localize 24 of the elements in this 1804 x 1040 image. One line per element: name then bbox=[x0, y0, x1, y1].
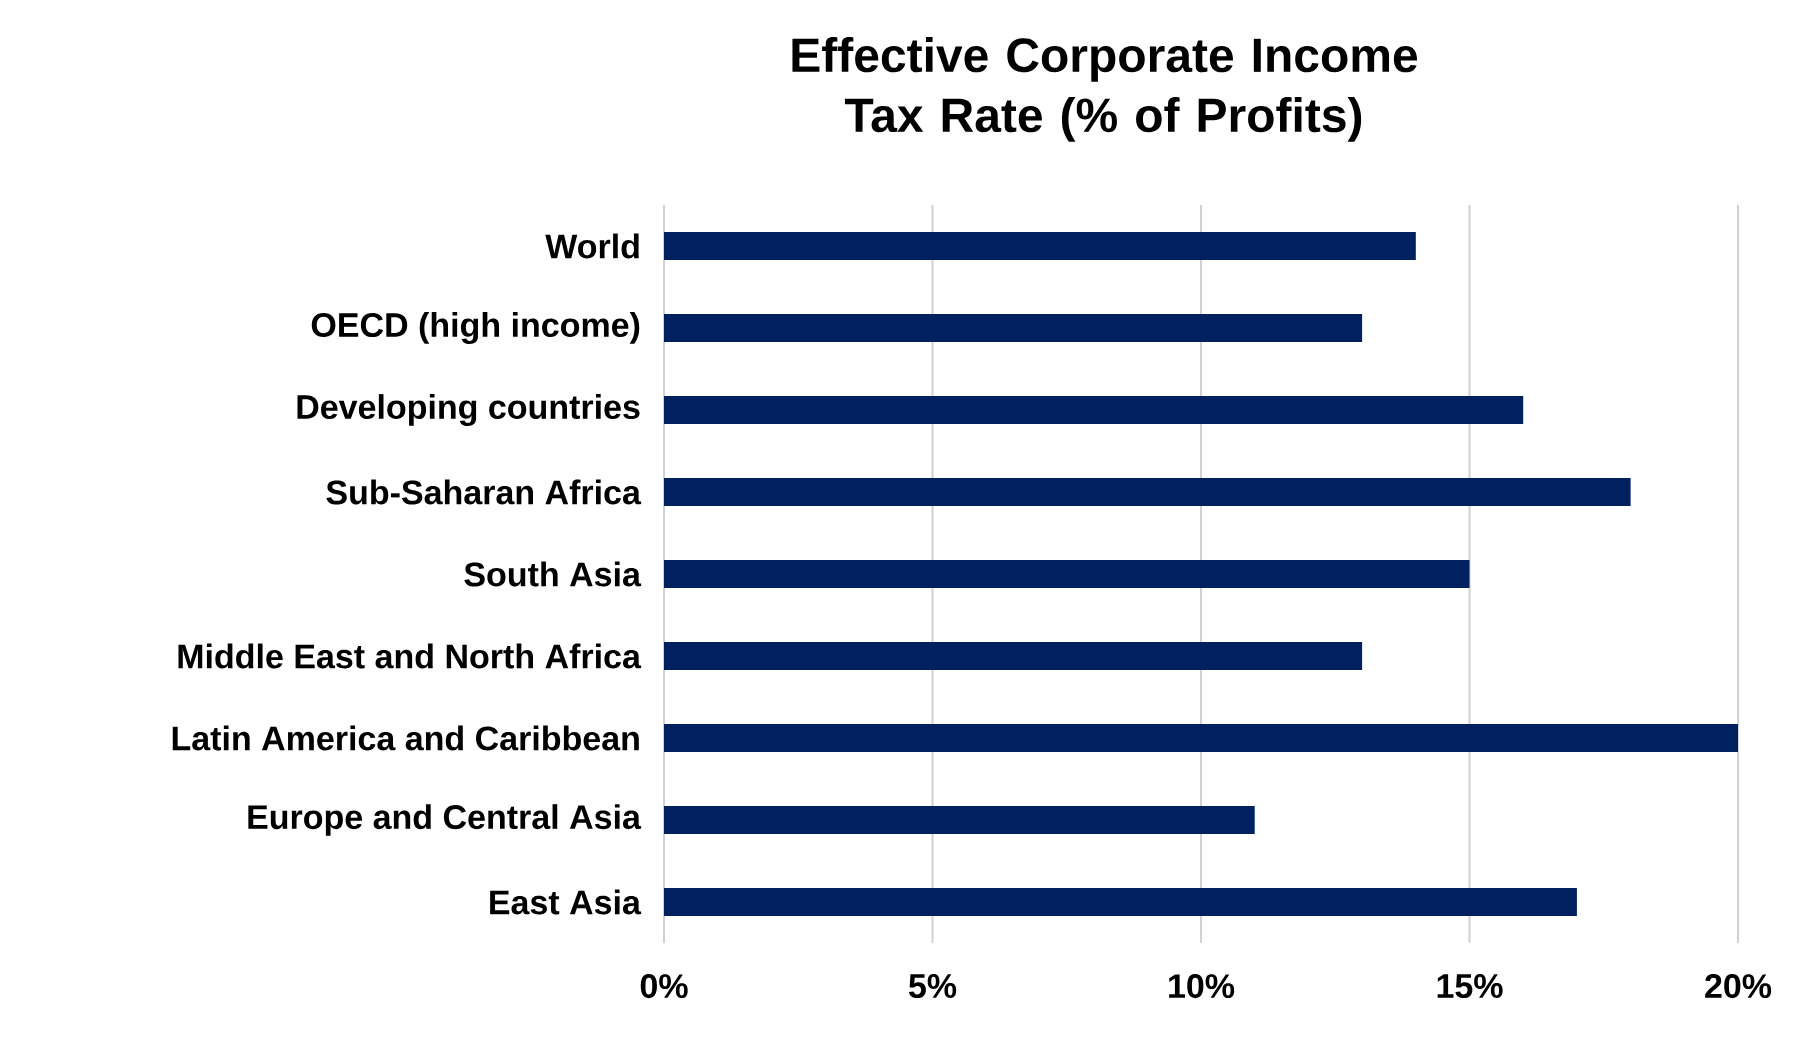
y-tick-label: East Asia bbox=[490, 889, 642, 915]
bar bbox=[664, 642, 1363, 671]
y-tick-label: Middle East and North Africa bbox=[178, 643, 642, 669]
chart-title: Effective Corporate Income Tax Rate (% of Profits) bbox=[792, 37, 1418, 142]
bar bbox=[664, 232, 1416, 261]
y-tick-label: Sub-Saharan Africa bbox=[326, 479, 642, 505]
y-tick-label: OECD (high income) bbox=[311, 312, 640, 344]
x-tick-label: 5% bbox=[908, 974, 957, 999]
x-tick-label: 10% bbox=[1169, 974, 1235, 999]
x-tick-label: 20% bbox=[1705, 974, 1772, 999]
y-tick-label: Latin America and Caribbean bbox=[172, 725, 639, 751]
bar bbox=[664, 560, 1470, 589]
bar bbox=[664, 478, 1631, 507]
y-tick-label: Europe and Central Asia bbox=[248, 804, 642, 836]
y-tick-label: Developing countries bbox=[297, 394, 640, 426]
bar bbox=[664, 888, 1577, 917]
bar bbox=[664, 806, 1255, 835]
bar bbox=[664, 724, 1739, 753]
x-tick-label: 15% bbox=[1437, 974, 1503, 999]
y-tick-label: South Asia bbox=[464, 561, 642, 587]
y-tick-label: World bbox=[545, 233, 639, 259]
bar bbox=[664, 396, 1524, 425]
x-tick-label: 0% bbox=[640, 974, 688, 999]
bar bbox=[664, 314, 1363, 343]
